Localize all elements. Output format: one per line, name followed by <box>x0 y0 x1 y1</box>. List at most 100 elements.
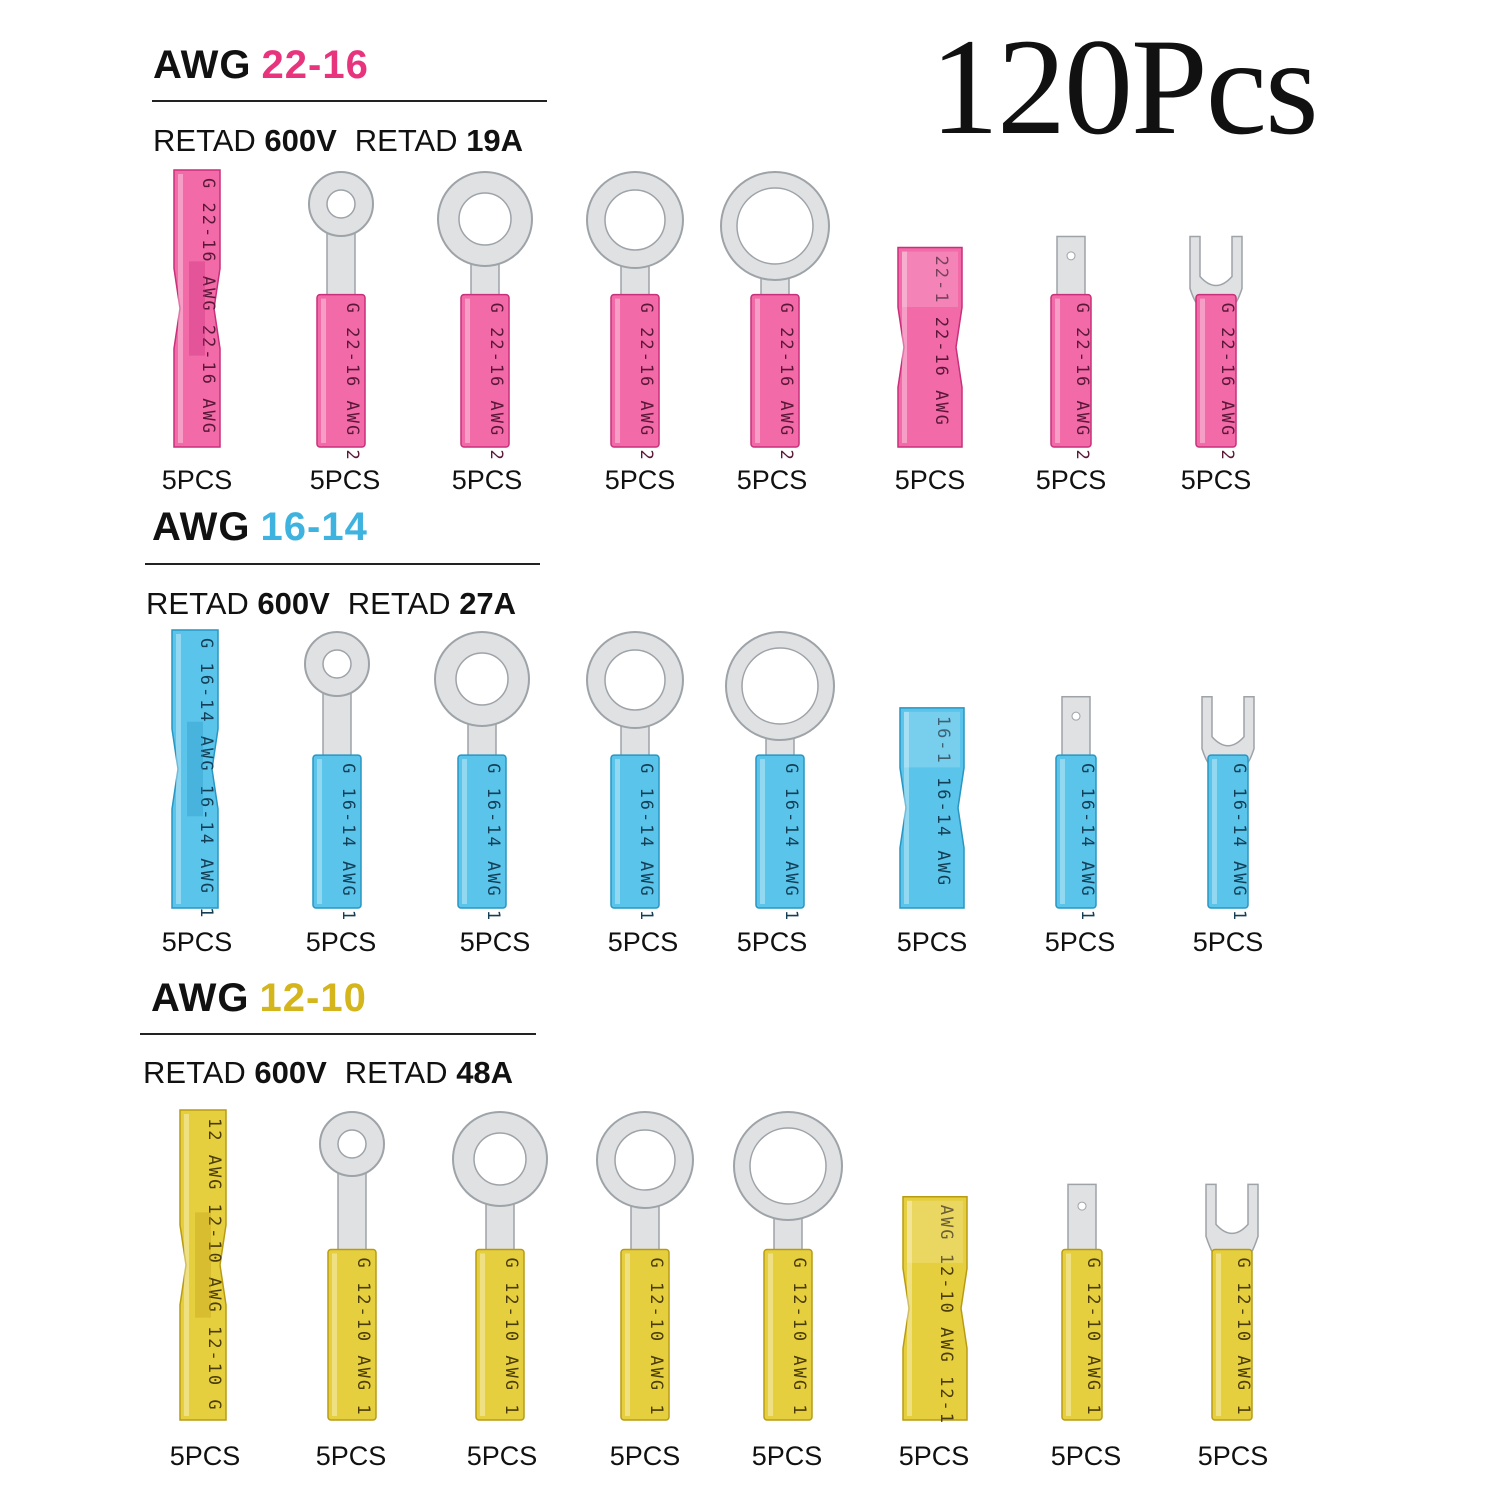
tube-print-text: G 12-10 AWG 1 <box>646 1258 666 1417</box>
tube-highlight <box>1055 298 1060 443</box>
tube-highlight <box>178 174 183 443</box>
tube-highlight <box>1060 759 1065 904</box>
female-spade-connector: 16-1 16-14 AWG <box>862 630 1002 909</box>
butt-connector: 12 AWG 12-10 AWG 12-10 G <box>133 1109 273 1421</box>
awg-prefix: AWG <box>153 43 252 87</box>
ring-neck <box>326 225 356 302</box>
inner-metal-barrel <box>195 1212 211 1318</box>
male-spade-connector: G 12-10 AWG 1 <box>1012 1110 1152 1421</box>
heat-shrink-tube <box>610 293 660 448</box>
tube-print-text: G 12-10 AWG 1 <box>1233 1258 1253 1417</box>
receptacle-body <box>902 251 958 307</box>
rating-line: RETAD 600V RETAD 48A <box>143 1057 513 1088</box>
heat-shrink-tube <box>1061 1248 1103 1421</box>
tube-print-text: G 22-16 AWG 22-16 AWG <box>198 178 218 435</box>
tube-print-text: G 16-14 AWG 1 <box>636 763 656 922</box>
tube-print-text: G 22-16 AWG 2 <box>776 303 796 462</box>
tube-print-text: 16-1 16-14 AWG <box>933 716 953 887</box>
ring-hole <box>326 189 356 219</box>
awg-prefix: AWG <box>152 505 251 549</box>
tube-highlight <box>321 298 326 443</box>
ring-hole <box>337 1129 367 1159</box>
ring-hole <box>604 649 666 711</box>
quantity-label: 5PCS <box>898 1441 970 1471</box>
quantity-label: 5PCS <box>1050 1441 1122 1471</box>
heat-shrink-tube <box>755 754 805 909</box>
male-spade-connector: G 22-16 AWG 2 <box>1001 170 1141 462</box>
heat-shrink-tube <box>899 707 965 909</box>
quantity-label: 5PCS <box>609 1441 681 1471</box>
quantity-label: 5PCS <box>161 927 233 957</box>
female-spade-connector: 22-1 22-16 AWG <box>860 170 1000 448</box>
awg-prefix: AWG <box>151 976 250 1020</box>
heat-shrink-tube <box>897 246 963 448</box>
tube-highlight <box>768 1253 773 1416</box>
heat-shrink-tube <box>763 1248 813 1421</box>
voltage-rating: 600V <box>257 586 330 621</box>
heat-shrink-tube <box>750 293 800 448</box>
awg-heading: AWG 16-14 <box>152 507 368 547</box>
tube-highlight <box>615 759 620 904</box>
total-count-title: 120Pcs <box>930 10 1319 163</box>
quantity-label: 5PCS <box>459 927 531 957</box>
tube-print-text: G 16-14 AWG 1 <box>483 763 503 922</box>
quantity-label: 5PCS <box>305 927 377 957</box>
ring-hole <box>604 189 666 251</box>
heat-shrink-tube <box>1050 293 1092 448</box>
ring-terminal-small: G 16-14 AWG 1 <box>267 630 407 922</box>
ring-hole <box>473 1132 527 1186</box>
quantity-label: 5PCS <box>1180 465 1252 495</box>
tube-print-text: G 22-16 AWG 2 <box>636 303 656 462</box>
fork-terminal: G 16-14 AWG 1 <box>1158 630 1298 922</box>
tube-highlight <box>1066 1253 1071 1416</box>
heading-divider <box>152 100 547 102</box>
rating-line: RETAD 600V RETAD 27A <box>146 588 516 619</box>
heat-shrink-tube <box>316 293 366 448</box>
heat-shrink-tube <box>171 629 219 909</box>
tube-highlight <box>1216 1253 1221 1416</box>
quantity-label: 5PCS <box>451 465 523 495</box>
tube-highlight <box>184 1114 189 1416</box>
ring-hole <box>749 1127 827 1205</box>
ring-terminal-medium: G 16-14 AWG 1 <box>412 630 552 922</box>
tube-print-text: G 16-14 AWG 1 <box>1077 763 1097 922</box>
spade-detent <box>1066 251 1076 261</box>
ring-hole <box>322 649 352 679</box>
quantity-label: 5PCS <box>736 465 808 495</box>
voltage-prefix: RETAD <box>153 123 256 158</box>
ring-neck <box>322 685 352 762</box>
heading-divider <box>140 1033 536 1035</box>
awg-gauge-range: 22-16 <box>261 43 369 87</box>
quantity-label: 5PCS <box>896 927 968 957</box>
tube-highlight <box>615 298 620 443</box>
awg-gauge-range: 12-10 <box>259 976 367 1020</box>
heat-shrink-tube <box>173 169 221 448</box>
fork-terminal: G 22-16 AWG 2 <box>1146 170 1286 462</box>
quantity-label: 5PCS <box>751 1441 823 1471</box>
butt-connector: G 22-16 AWG 22-16 AWG <box>127 169 267 448</box>
tube-highlight <box>904 711 909 904</box>
current-rating: 19A <box>466 123 524 158</box>
tube-print-text: G 16-14 AWG 1 <box>781 763 801 922</box>
quantity-label: 5PCS <box>1035 465 1107 495</box>
quantity-label: 5PCS <box>1197 1441 1269 1471</box>
ring-terminal-medium-large: G 22-16 AWG 2 <box>565 170 705 462</box>
heat-shrink-tube <box>620 1248 670 1421</box>
heat-shrink-tube <box>1207 754 1249 909</box>
ring-hole <box>458 192 512 246</box>
voltage-rating: 600V <box>254 1055 327 1090</box>
quantity-label: 5PCS <box>161 465 233 495</box>
heat-shrink-tube <box>610 754 660 909</box>
current-rating: 27A <box>459 586 517 621</box>
quantity-label: 5PCS <box>315 1441 387 1471</box>
tube-print-text: G 12-10 AWG 1 <box>501 1258 521 1417</box>
ring-terminal-large: G 16-14 AWG 1 <box>710 630 850 922</box>
tube-print-text: G 22-16 AWG 2 <box>486 303 506 462</box>
quantity-label: 5PCS <box>1044 927 1116 957</box>
tube-print-text: AWG 12-10 AWG 12-1 <box>936 1205 956 1425</box>
awg-gauge-range: 16-14 <box>260 505 368 549</box>
current-prefix: RETAD <box>347 586 451 621</box>
heat-shrink-tube <box>312 754 362 909</box>
heat-shrink-tube <box>902 1196 968 1421</box>
awg-heading: AWG 12-10 <box>151 978 367 1018</box>
